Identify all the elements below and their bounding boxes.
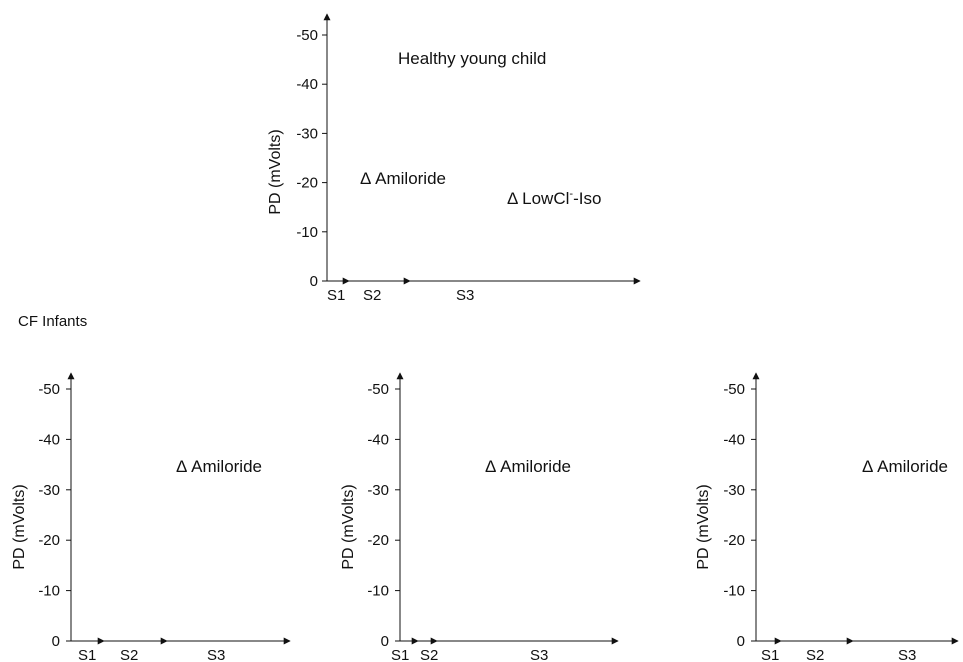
- y-tick-label: -50: [723, 381, 745, 398]
- y-tick-label: -50: [367, 381, 389, 398]
- stage-label-s1: S1: [78, 647, 96, 662]
- y-tick-label: -50: [38, 381, 60, 398]
- panel-healthy-child: Healthy young child PD (mVolts) Δ Amilor…: [267, 13, 641, 304]
- stage-label-s3: S3: [530, 647, 548, 662]
- y-tick-label: -50: [296, 27, 318, 44]
- stage-label-s1: S1: [391, 647, 409, 662]
- stage-label-s2: S2: [420, 647, 438, 662]
- annotation-delta-amiloride: Δ Amiloride: [360, 169, 446, 188]
- y-tick-label: -40: [38, 431, 60, 448]
- stage-label-s1: S1: [761, 647, 779, 662]
- y-tick-label: -10: [367, 583, 389, 600]
- stage-label-s3: S3: [456, 287, 474, 304]
- annotation-delta-amiloride: Δ Amiloride: [485, 457, 571, 476]
- y-tick-label: -40: [296, 76, 318, 93]
- stage-label-s3: S3: [207, 647, 225, 662]
- y-tick-label: -20: [723, 532, 745, 549]
- y-tick-label: -10: [296, 224, 318, 241]
- annotation-delta-amiloride: Δ Amiloride: [176, 457, 262, 476]
- y-tick-label: -10: [723, 583, 745, 600]
- y-tick-label: -40: [367, 431, 389, 448]
- y-tick-label: 0: [52, 633, 60, 650]
- annotation-delta-amiloride: Δ Amiloride: [862, 457, 948, 476]
- y-axis-label: PD (mVolts): [11, 484, 28, 569]
- y-tick-label: -30: [38, 482, 60, 499]
- stage-label-s2: S2: [120, 647, 138, 662]
- y-tick-label: -40: [723, 431, 745, 448]
- panel-title: Healthy young child: [398, 49, 546, 68]
- y-tick-label: -20: [38, 532, 60, 549]
- stage-label-s2: S2: [806, 647, 824, 662]
- y-tick-label: -30: [367, 482, 389, 499]
- y-tick-label: 0: [381, 633, 389, 650]
- y-axis-label: PD (mVolts): [340, 484, 357, 569]
- group-label-cf-infants: CF Infants: [18, 313, 87, 330]
- y-tick-label: -10: [38, 583, 60, 600]
- stage-label-s3: S3: [898, 647, 916, 662]
- y-axis-label: PD (mVolts): [695, 484, 712, 569]
- stage-label-s2: S2: [363, 287, 381, 304]
- y-axis-label: PD (mVolts): [267, 129, 284, 214]
- panel-cf-infant-1: PD (mVolts) Δ Amiloride S1 S2 S3 0 -10 -20…: [11, 372, 291, 662]
- y-tick-label: -30: [723, 482, 745, 499]
- stage-label-s1: S1: [327, 287, 345, 304]
- panel-cf-infant-2: PD (mVolts) Δ Amiloride S1 S2 S3 0 -10 -20…: [340, 372, 619, 662]
- y-tick-label: -20: [296, 175, 318, 192]
- y-tick-label: -30: [296, 125, 318, 142]
- y-tick-label: 0: [310, 273, 318, 290]
- annotation-delta-lowcl-iso: Δ LowCl--Iso: [507, 188, 601, 208]
- panel-cf-infant-3: PD (mVolts) Δ Amiloride S1 S2 S3 0 -10 -20…: [695, 372, 959, 662]
- y-tick-label: 0: [737, 633, 745, 650]
- y-tick-label: -20: [367, 532, 389, 549]
